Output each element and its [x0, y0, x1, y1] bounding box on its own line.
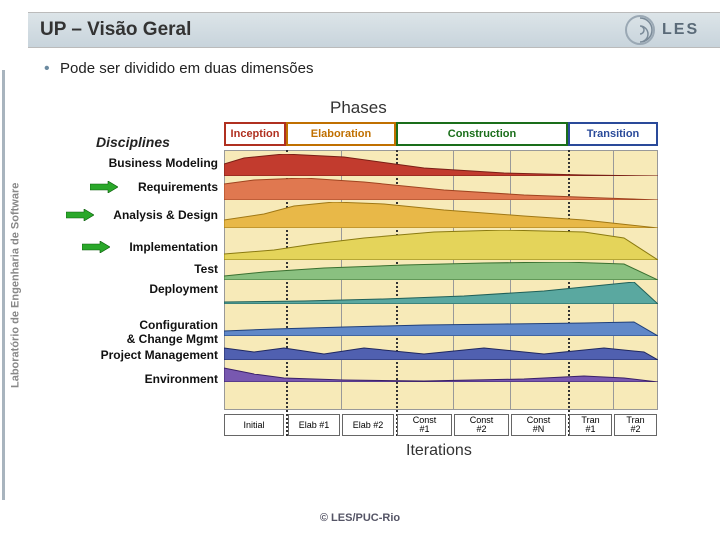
- logo-swirl-icon: [622, 12, 658, 48]
- green-arrow-icon: [66, 208, 94, 220]
- bullet-area: Pode ser dividido em duas dimensões: [40, 60, 700, 77]
- iteration-box: Tran#1: [569, 414, 612, 436]
- discipline-hump: [224, 364, 658, 382]
- phase-header: Elaboration: [286, 122, 396, 146]
- footer-copyright: © LES/PUC-Rio: [0, 512, 720, 524]
- discipline-label: Deployment: [138, 282, 218, 296]
- bullet-text: Pode ser dividido em duas dimensões: [40, 60, 700, 77]
- discipline-label: Business Modeling: [76, 156, 218, 170]
- discipline-hump: [224, 320, 658, 336]
- green-arrow-icon: [82, 240, 110, 252]
- discipline-label: Configuration& Change Mgmt: [116, 318, 218, 346]
- phase-header: Construction: [396, 122, 568, 146]
- discipline-label: Environment: [134, 372, 218, 386]
- discipline-hump: [224, 342, 658, 360]
- phase-header: Inception: [224, 122, 286, 146]
- discipline-label: Implementation: [116, 240, 218, 254]
- iteration-box: Const#N: [511, 414, 566, 436]
- discipline-hump: [224, 262, 658, 280]
- logo-text: LES: [662, 21, 699, 39]
- iteration-box: Const#2: [454, 414, 509, 436]
- green-arrow-icon: [90, 180, 118, 192]
- phase-header: Transition: [568, 122, 658, 146]
- iteration-box: Initial: [224, 414, 284, 436]
- side-lab-label: Laboratório de Engenharia de Software: [2, 70, 26, 500]
- phases-title: Phases: [330, 98, 387, 118]
- iteration-box: Tran#2: [614, 414, 657, 436]
- discipline-label: Project Management: [80, 348, 218, 362]
- discipline-hump: [224, 178, 658, 200]
- discipline-hump: [224, 282, 658, 304]
- iteration-box: Const#1: [397, 414, 452, 436]
- discipline-hump: [224, 230, 658, 260]
- iteration-box: Elab #2: [342, 414, 394, 436]
- iteration-box: Elab #1: [288, 414, 340, 436]
- logo: LES: [622, 10, 702, 50]
- discipline-label: Analysis & Design: [100, 208, 218, 222]
- discipline-hump: [224, 202, 658, 228]
- rup-diagram: Phases Disciplines InceptionElaborationC…: [56, 98, 676, 488]
- discipline-hump: [224, 154, 658, 176]
- disciplines-title: Disciplines: [96, 134, 170, 150]
- slide-title: UP – Visão Geral: [28, 13, 720, 41]
- discipline-label: Test: [180, 262, 218, 276]
- discipline-label: Requirements: [124, 180, 218, 194]
- iterations-title: Iterations: [406, 442, 472, 460]
- title-bar: UP – Visão Geral: [28, 12, 720, 48]
